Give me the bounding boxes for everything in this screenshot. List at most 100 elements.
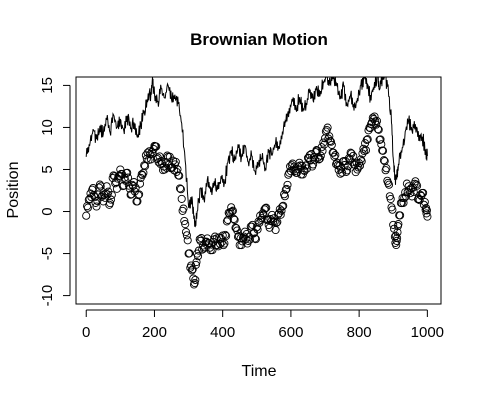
data-point: [355, 161, 365, 170]
data-point: [233, 226, 242, 235]
data-point: [181, 220, 190, 229]
data-point: [106, 195, 116, 204]
data-point: [228, 206, 237, 215]
data-point: [327, 140, 336, 149]
data-point: [412, 180, 421, 189]
data-point: [400, 193, 409, 203]
data-point: [260, 205, 269, 214]
plot-border: [75, 76, 442, 305]
data-point: [216, 239, 225, 249]
data-point: [338, 168, 347, 177]
data-point: [354, 163, 363, 172]
data-point: [222, 231, 231, 241]
data-point: [191, 260, 200, 269]
data-point: [384, 178, 393, 187]
data-point: [106, 199, 115, 208]
data-point: [91, 198, 100, 207]
data-point: [384, 180, 394, 189]
data-point: [83, 202, 92, 211]
data-point: [372, 120, 381, 129]
data-point: [277, 206, 286, 215]
x-tick-label: 800: [347, 324, 372, 341]
data-point: [379, 156, 388, 165]
data-point: [105, 200, 114, 209]
data-point: [192, 257, 201, 267]
data-point: [378, 146, 388, 155]
data-point: [175, 184, 185, 193]
series-line: [85, 77, 428, 228]
data-point: [318, 146, 327, 156]
data-point: [155, 152, 164, 161]
data-point: [283, 180, 292, 189]
data-point: [361, 146, 371, 155]
series-points-group: [82, 112, 432, 289]
data-point: [392, 236, 401, 245]
data-point: [189, 280, 199, 289]
data-point: [413, 181, 422, 190]
data-point: [100, 190, 109, 199]
data-point: [282, 184, 291, 193]
x-axis: 0 200 400 600 800 1000: [82, 309, 444, 341]
data-point: [137, 170, 146, 179]
data-point: [362, 135, 371, 144]
data-point: [152, 142, 161, 151]
data-point: [272, 218, 281, 227]
data-point: [393, 228, 402, 237]
data-point: [278, 202, 287, 211]
data-point: [118, 182, 127, 191]
data-point: [240, 227, 249, 236]
data-point: [372, 116, 382, 126]
data-point: [281, 185, 290, 194]
data-point: [229, 214, 238, 223]
y-axis-label: Position: [5, 162, 22, 219]
data-point: [134, 191, 143, 200]
data-point: [189, 274, 198, 283]
data-point: [92, 202, 101, 211]
x-tick-label: 400: [210, 324, 235, 341]
data-point: [423, 212, 432, 221]
data-point: [370, 112, 379, 121]
data-point: [326, 137, 336, 146]
data-point: [187, 266, 197, 275]
data-point: [107, 190, 116, 200]
y-tick-label: 0: [39, 207, 56, 215]
data-point: [251, 234, 260, 243]
data-point: [316, 151, 325, 160]
y-tick-label: 10: [39, 119, 56, 136]
data-point: [182, 231, 191, 240]
data-point: [279, 201, 288, 210]
data-point: [420, 197, 429, 207]
data-point: [356, 155, 365, 164]
data-point: [276, 210, 285, 219]
data-point: [149, 144, 158, 154]
data-point: [93, 196, 102, 206]
data-point: [129, 178, 139, 187]
data-point: [111, 179, 120, 188]
data-point: [116, 165, 125, 174]
data-point: [191, 275, 200, 284]
data-point: [391, 231, 400, 240]
data-point: [83, 203, 92, 212]
data-point: [135, 179, 145, 188]
data-point: [396, 211, 405, 220]
data-point: [363, 135, 372, 144]
data-point: [326, 136, 335, 145]
data-point: [96, 182, 105, 191]
y-tick-label: 5: [39, 165, 56, 173]
data-point: [176, 185, 185, 194]
data-point: [373, 125, 382, 134]
data-point: [170, 166, 179, 175]
data-point: [185, 249, 194, 258]
data-point: [351, 168, 360, 177]
data-point: [173, 165, 182, 174]
data-point: [416, 190, 425, 199]
data-point: [230, 215, 239, 224]
data-point: [270, 217, 279, 226]
data-point: [123, 173, 133, 182]
data-point: [193, 252, 203, 261]
data-point: [102, 182, 111, 191]
data-point: [411, 177, 420, 186]
y-tick-label: 15: [39, 77, 56, 94]
data-point: [343, 166, 352, 175]
